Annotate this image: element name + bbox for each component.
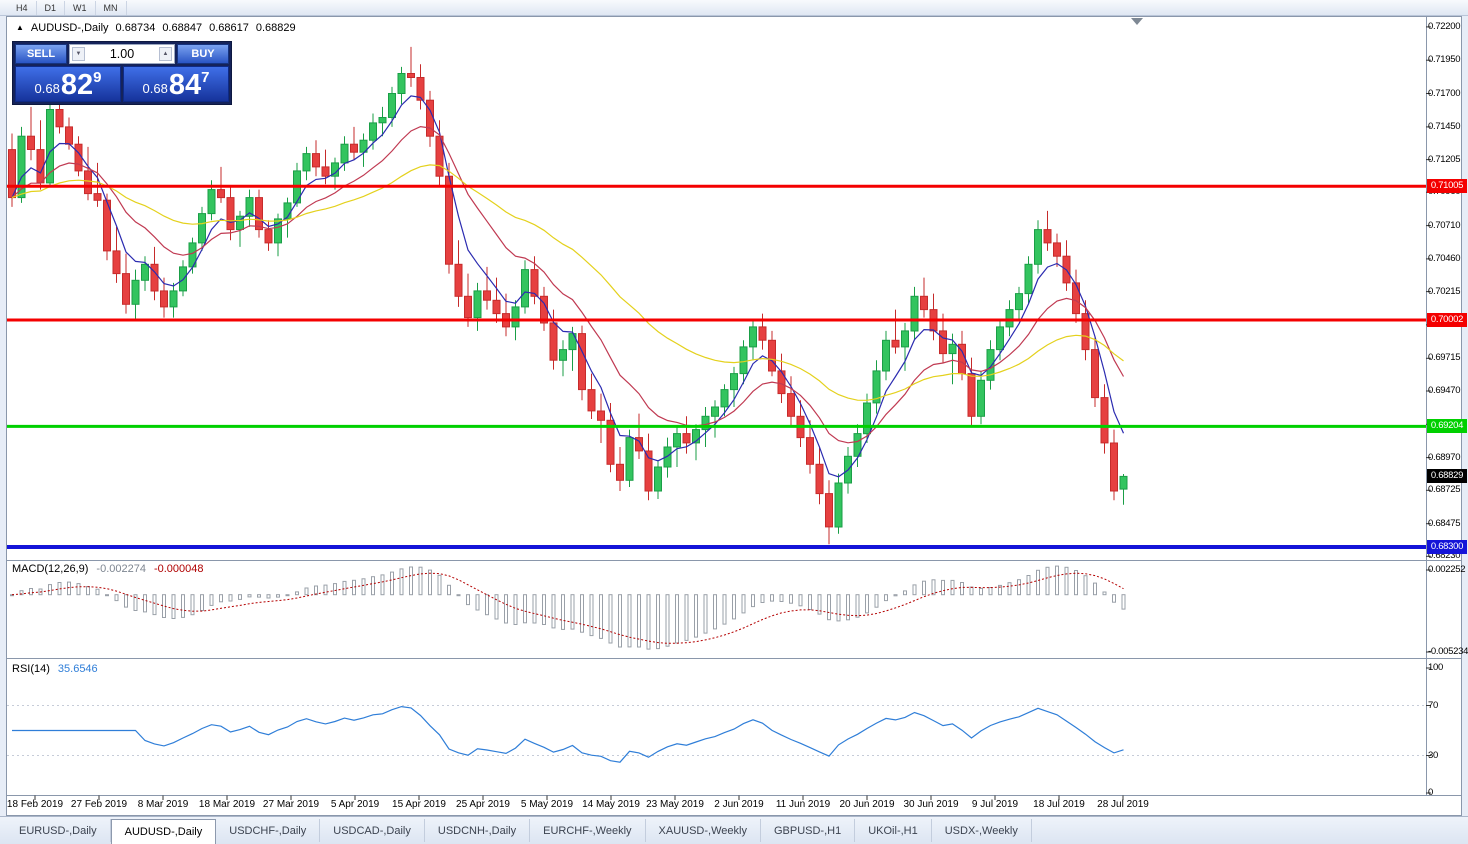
macd-indicator-label: MACD(12,26,9) -0.002274 -0.000048 [12,563,204,575]
time-axis-label: 18 Mar 2019 [198,799,256,810]
volume-increase-button[interactable]: ▲ [159,47,172,61]
chart-tab-gbpusd-h1[interactable]: GBPUSD-,H1 [761,819,856,842]
chart-tab-eurusd-daily[interactable]: EURUSD-,Daily [6,819,111,842]
time-axis-label: 9 Jul 2019 [971,799,1019,810]
rsi-indicator-label: RSI(14) 35.6546 [12,663,98,675]
chart-tab-bar: EURUSD-,Daily AUDUSD-,Daily USDCHF-,Daily U… [0,816,1468,844]
buy-price-prefix: 0.68 [142,81,168,96]
macd-signal-line [11,572,1124,644]
price-axis-tick: 0.69470 [1428,384,1461,396]
buy-price-pip: 7 [201,69,210,86]
sell-price-pip: 9 [93,69,102,86]
moving-average-34 [11,164,1124,401]
time-axis-label: 14 May 2019 [582,799,640,810]
price-level-label-0.68300: 0.68300 [1427,539,1467,554]
moving-average-5 [11,95,1125,478]
chart-tab-eurchf-weekly[interactable]: EURCHF-,Weekly [530,819,646,842]
time-axis-label: 27 Mar 2019 [262,799,320,810]
chart-tab-xauusd-weekly[interactable]: XAUUSD-,Weekly [646,819,761,842]
price-axis-tick: 0.71950 [1428,54,1461,66]
chart-tab-usdchf-daily[interactable]: USDCHF-,Daily [216,819,321,842]
chart-shift-marker-icon [1131,18,1143,25]
rsi-axis-tick: 100 [1428,662,1443,673]
time-axis-label: 8 Mar 2019 [137,799,189,810]
ohlc-close: 0.68829 [255,22,296,34]
time-axis-label: 28 Jul 2019 [1097,799,1149,810]
ohlc-low: 0.68617 [209,22,249,34]
price-axis-tick: 0.71700 [1428,87,1461,99]
time-axis-label: 2 Jun 2019 [714,799,764,810]
time-axis-label: 30 Jun 2019 [903,799,959,810]
chart-ohlc-header: ▲ AUDUSD-,Daily 0.68734 0.68847 0.68617 … [16,22,296,34]
chart-tab-usdcad-daily[interactable]: USDCAD-,Daily [320,819,425,842]
time-axis-label: 18 Jul 2019 [1033,799,1085,810]
timeframe-button-d1[interactable]: D1 [37,0,66,15]
chart-tab-ukoil-h1[interactable]: UKOil-,H1 [855,819,932,842]
time-axis-label: 25 Apr 2019 [456,799,510,810]
price-axis-tick: 0.68230 [1428,550,1461,562]
sell-button[interactable]: SELL [15,44,67,64]
buy-button[interactable]: BUY [177,44,229,64]
macd-title: MACD(12,26,9) [12,563,89,575]
moving-average-13 [11,125,1125,444]
price-axis-tick: 0.71205 [1428,153,1461,165]
candlestick-series[interactable] [8,46,1128,545]
buy-price-main: 84 [168,69,202,102]
macd-axis-tick: -0.005234 [1428,646,1468,658]
price-axis-tick: 0.72200 [1428,20,1461,32]
rsi-axis-tick: 70 [1428,699,1438,711]
sell-price-main: 82 [60,69,94,102]
price-axis-tick: 0.68475 [1428,517,1461,529]
time-axis-label: 5 May 2019 [520,799,574,810]
volume-decrease-button[interactable]: ▼ [72,47,85,61]
time-axis-label: 15 Apr 2019 [392,799,446,810]
time-axis-label: 23 May 2019 [646,799,704,810]
time-axis-label: 5 Apr 2019 [330,799,380,810]
timeframe-button-h4[interactable]: H4 [8,0,37,15]
chart-symbol-label: AUDUSD-,Daily [30,22,109,34]
rsi-axis-tick: 30 [1428,749,1438,761]
chart-tab-audusd-daily[interactable]: AUDUSD-,Daily [110,819,217,844]
buy-price-display[interactable]: 0.68 84 7 [123,66,229,102]
price-level-label-0.69204: 0.69204 [1427,419,1467,434]
macd-signal-value: -0.000048 [153,563,204,575]
volume-field[interactable]: ▼ 1.00 ▲ [69,44,175,64]
symbol-arrow-icon: ▲ [16,22,24,32]
sell-price-display[interactable]: 0.68 82 9 [15,66,121,102]
macd-main-value: -0.002274 [96,563,146,575]
ohlc-high: 0.68847 [162,22,203,34]
price-axis-tick: 0.69715 [1428,352,1461,364]
rsi-value: 35.6546 [57,663,98,675]
chart-background [6,16,1462,816]
timeframe-button-mn[interactable]: MN [96,0,127,15]
price-axis-tick: 0.68970 [1428,451,1461,463]
price-level-label-0.70002: 0.70002 [1427,313,1467,327]
price-axis-tick: 0.70460 [1428,252,1461,264]
sell-price-prefix: 0.68 [34,81,60,96]
macd-histogram [10,565,1126,650]
macd-axis-tick: 0.002252 [1428,564,1466,576]
time-axis-label: 18 Feb 2019 [6,799,64,810]
price-axis-tick: 0.70710 [1428,219,1461,231]
price-level-label-0.71005: 0.71005 [1427,179,1467,194]
ohlc-open: 0.68734 [115,22,156,34]
rsi-axis-tick: 0 [1428,787,1433,798]
price-axis-tick: 0.68725 [1428,484,1461,496]
rsi-line [12,705,1124,763]
chart-tab-usdcnh-daily[interactable]: USDCNH-,Daily [425,819,531,842]
current-price-label: 0.68829 [1427,469,1467,484]
price-axis-tick: 0.70215 [1428,285,1461,297]
timeframe-toolbar: H4 D1 W1 MN [0,0,1468,16]
time-axis-label: 27 Feb 2019 [70,799,128,810]
volume-value[interactable]: 1.00 [109,47,135,61]
timeframe-button-w1[interactable]: W1 [65,0,96,15]
one-click-trading-panel: SELL ▼ 1.00 ▲ BUY 0.68 82 9 0.68 84 7 [12,41,232,105]
chart-tab-usdx-weekly[interactable]: USDX-,Weekly [932,819,1032,842]
rsi-title: RSI(14) [12,663,50,675]
time-axis-label: 11 Jun 2019 [775,799,831,810]
price-axis-tick: 0.71450 [1428,120,1461,132]
time-axis-label: 20 Jun 2019 [839,799,895,810]
